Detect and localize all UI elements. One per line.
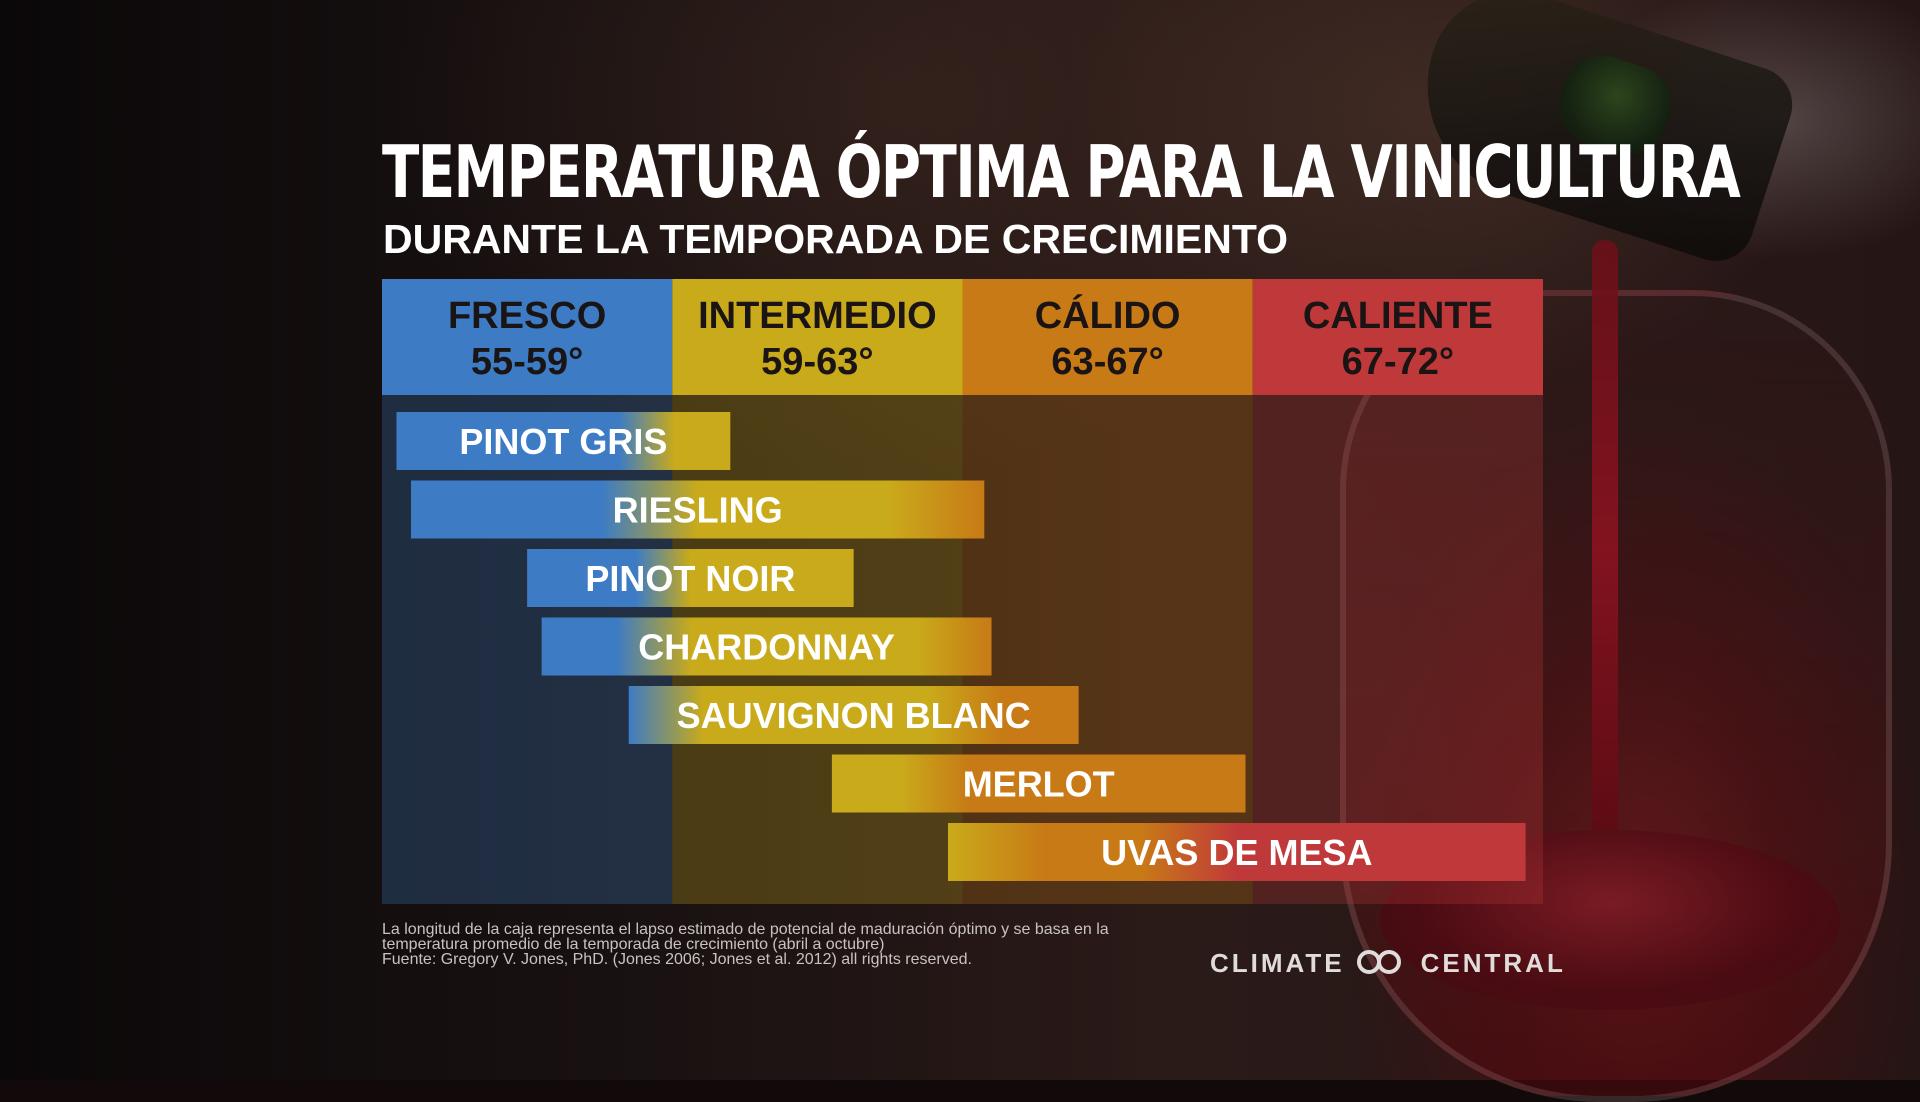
zone-name-label: INTERMEDIO [698,295,937,337]
logo-text-central: CENTRAL [1420,947,1566,978]
varietal-bar [541,617,992,676]
zone-header-1 [382,279,673,395]
zone-column-3 [962,395,1253,904]
varietal-bar [947,823,1526,881]
varietal-label: PINOT NOIR [585,558,795,599]
varietal-label: SAUVIGNON BLANC [677,695,1031,736]
varietal-label: PINOT GRIS [459,421,667,462]
zone-header-2 [672,279,963,395]
varietal-bars: PINOT GRIS RIESLING PINOT NOIR CHARDONNAY SA… [396,412,1526,881]
varietal-bar [527,549,854,607]
footnote-line-1: La longitud de la caja representa el lap… [382,921,1109,938]
zone-name-label: FRESCO [448,295,606,337]
zone-name-label: CÁLIDO [1035,293,1181,337]
climate-central-logo: CLIMATE CENTRAL [1210,946,1566,980]
chart-title: TEMPERATURA ÓPTIMA PARA LA VINICULTURA [382,130,1741,214]
zone-column-4 [1252,395,1543,904]
zone-range-label: 63-67° [1051,341,1163,383]
wine-pour-stream [1592,240,1618,860]
varietal-bar [628,686,1079,744]
varietal-label: CHARDONNAY [638,627,895,668]
zone-range-label: 67-72° [1342,341,1454,383]
zone-range-label: 59-63° [761,341,873,383]
zone-header-4 [1252,279,1543,395]
footnote-line-2: temperatura promedio de la temporada de … [382,936,885,953]
zone-header-3 [962,279,1253,395]
varietal-label: MERLOT [963,764,1115,805]
zone-range-label: 55-59° [471,341,583,383]
varietal-bar [831,754,1246,813]
varietal-label: UVAS DE MESA [1101,832,1372,873]
logo-text-climate: CLIMATE [1210,947,1345,978]
varietal-label: RIESLING [613,490,783,531]
footnote-source: Fuente: Gregory V. Jones, PhD. (Jones 20… [382,951,972,968]
varietal-bar [411,480,985,539]
footnote: La longitud de la caja representa el lap… [382,921,1222,968]
climate-central-rings-icon [1355,948,1411,978]
chart-subtitle: DURANTE LA TEMPORADA DE CRECIMIENTO [383,216,1289,262]
zone-name-label: CALIENTE [1303,295,1493,337]
varietal-bar [396,412,731,470]
